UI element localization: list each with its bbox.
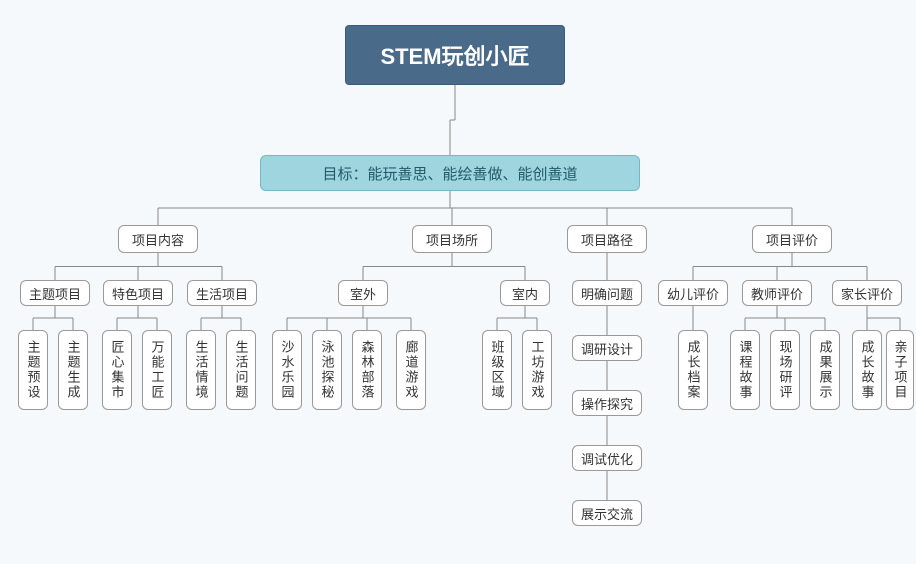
node-c1: 主题项目 bbox=[20, 280, 90, 306]
node-c9: 家长评价 bbox=[832, 280, 902, 306]
node-label-c6: 明确问题 bbox=[581, 284, 633, 303]
node-label-c1: 主题项目 bbox=[29, 284, 81, 303]
node-c3: 生活项目 bbox=[187, 280, 257, 306]
node-label-l10: 廊道游戏 bbox=[402, 340, 421, 400]
node-label-e3: 现场研评 bbox=[776, 340, 795, 400]
node-label-b1: 项目内容 bbox=[132, 230, 184, 249]
node-e5: 成长故事 bbox=[852, 330, 882, 410]
node-root: STEM玩创小匠 bbox=[345, 25, 565, 85]
node-c5: 室内 bbox=[500, 280, 550, 306]
node-label-p2: 调研设计 bbox=[581, 339, 633, 358]
node-p3: 操作探究 bbox=[572, 390, 642, 416]
node-label-c9: 家长评价 bbox=[841, 284, 893, 303]
node-l8: 泳池探秘 bbox=[312, 330, 342, 410]
node-label-p3: 操作探究 bbox=[581, 394, 633, 413]
node-l4: 万能工匠 bbox=[142, 330, 172, 410]
node-l10: 廊道游戏 bbox=[396, 330, 426, 410]
node-b2: 项目场所 bbox=[412, 225, 492, 253]
node-p5: 展示交流 bbox=[572, 500, 642, 526]
node-label-root: STEM玩创小匠 bbox=[380, 39, 529, 71]
node-l1: 主题预设 bbox=[18, 330, 48, 410]
node-b3: 项目路径 bbox=[567, 225, 647, 253]
node-label-e6: 亲子项目 bbox=[891, 340, 910, 400]
node-label-e2: 课程故事 bbox=[736, 340, 755, 400]
node-l7: 沙水乐园 bbox=[272, 330, 302, 410]
node-l2: 主题生成 bbox=[58, 330, 88, 410]
node-p2: 调研设计 bbox=[572, 335, 642, 361]
node-l11: 班级区域 bbox=[482, 330, 512, 410]
node-l3: 匠心集市 bbox=[102, 330, 132, 410]
node-label-l12: 工坊游戏 bbox=[528, 340, 547, 400]
node-label-b2: 项目场所 bbox=[426, 230, 478, 249]
node-label-l2: 主题生成 bbox=[64, 340, 83, 400]
node-b1: 项目内容 bbox=[118, 225, 198, 253]
node-label-l4: 万能工匠 bbox=[148, 340, 167, 400]
node-label-l9: 森林部落 bbox=[358, 340, 377, 400]
node-c2: 特色项目 bbox=[103, 280, 173, 306]
node-label-b4: 项目评价 bbox=[766, 230, 818, 249]
node-label-e1: 成长档案 bbox=[684, 340, 703, 400]
node-b4: 项目评价 bbox=[752, 225, 832, 253]
node-label-b3: 项目路径 bbox=[581, 230, 633, 249]
node-e6: 亲子项目 bbox=[886, 330, 914, 410]
node-label-l7: 沙水乐园 bbox=[278, 340, 297, 400]
node-label-p5: 展示交流 bbox=[581, 504, 633, 523]
node-c4: 室外 bbox=[338, 280, 388, 306]
node-label-l3: 匠心集市 bbox=[108, 340, 127, 400]
node-goal: 目标：能玩善思、能绘善做、能创善道 bbox=[260, 155, 640, 191]
node-label-c8: 教师评价 bbox=[751, 284, 803, 303]
node-label-c5: 室内 bbox=[512, 284, 538, 303]
node-e2: 课程故事 bbox=[730, 330, 760, 410]
node-l5: 生活情境 bbox=[186, 330, 216, 410]
node-label-e4: 成果展示 bbox=[816, 340, 835, 400]
node-label-c2: 特色项目 bbox=[112, 284, 164, 303]
node-c7: 幼儿评价 bbox=[658, 280, 728, 306]
node-label-l1: 主题预设 bbox=[24, 340, 43, 400]
node-label-c3: 生活项目 bbox=[196, 284, 248, 303]
node-l9: 森林部落 bbox=[352, 330, 382, 410]
node-label-l11: 班级区域 bbox=[488, 340, 507, 400]
node-e3: 现场研评 bbox=[770, 330, 800, 410]
node-e4: 成果展示 bbox=[810, 330, 840, 410]
node-c6: 明确问题 bbox=[572, 280, 642, 306]
node-p4: 调试优化 bbox=[572, 445, 642, 471]
node-c8: 教师评价 bbox=[742, 280, 812, 306]
node-label-c4: 室外 bbox=[350, 284, 376, 303]
node-label-l8: 泳池探秘 bbox=[318, 340, 337, 400]
node-l6: 生活问题 bbox=[226, 330, 256, 410]
node-label-e5: 成长故事 bbox=[858, 340, 877, 400]
node-label-l6: 生活问题 bbox=[232, 340, 251, 400]
node-l12: 工坊游戏 bbox=[522, 330, 552, 410]
node-label-l5: 生活情境 bbox=[192, 340, 211, 400]
node-label-c7: 幼儿评价 bbox=[667, 284, 719, 303]
node-label-p4: 调试优化 bbox=[581, 449, 633, 468]
node-e1: 成长档案 bbox=[678, 330, 708, 410]
node-label-goal: 目标：能玩善思、能绘善做、能创善道 bbox=[322, 163, 577, 184]
